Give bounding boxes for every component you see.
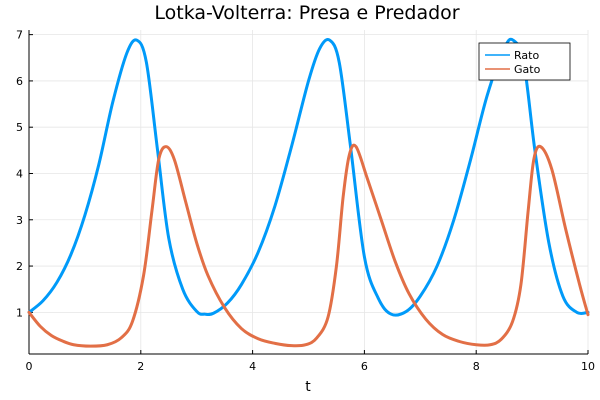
- x-tick-label: 0: [26, 360, 33, 373]
- x-axis-label: t: [305, 379, 311, 395]
- chart-title: Lotka-Volterra: Presa e Predador: [154, 2, 459, 24]
- series: [27, 37, 590, 348]
- x-tick-label: 8: [473, 360, 480, 373]
- y-tick-label: 2: [16, 260, 23, 273]
- y-tick-label: 4: [16, 167, 23, 180]
- y-tick-label: 1: [16, 306, 23, 319]
- x-tick-label: 4: [249, 360, 256, 373]
- legend-label-rato: Rato: [514, 49, 539, 62]
- y-tick-label: 6: [16, 75, 23, 88]
- y-tick-label: 7: [16, 29, 23, 42]
- y-tick-label: 3: [16, 214, 23, 227]
- legend-label-gato: Gato: [514, 63, 541, 76]
- legend-box: [478, 42, 571, 81]
- x-tick-label: 6: [361, 360, 368, 373]
- grid: [28, 30, 589, 354]
- x-tick-label: 10: [581, 360, 595, 373]
- x-tick-label: 2: [137, 360, 144, 373]
- y-tick-label: 5: [16, 121, 23, 134]
- legend: Rato Gato: [478, 42, 571, 81]
- series-line-gato: [27, 143, 590, 348]
